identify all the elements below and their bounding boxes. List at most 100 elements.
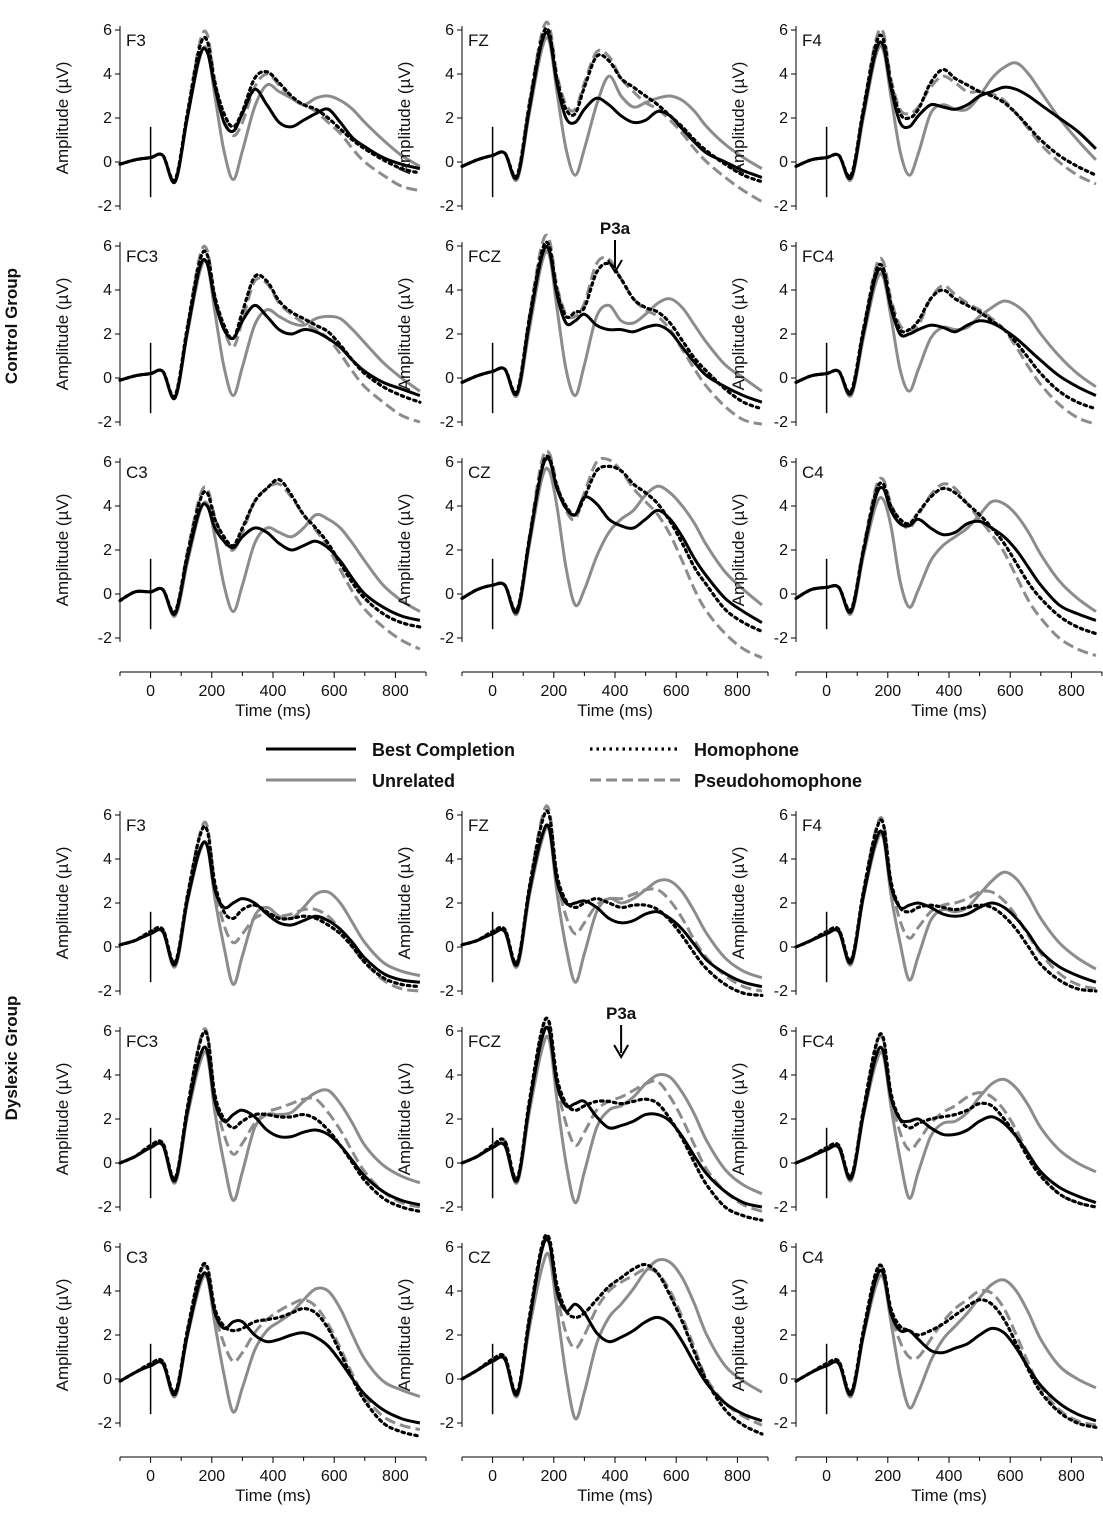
series-pseudo-g0-fc4 [795, 256, 1097, 426]
y-tick-label-g1-c4-0: 0 [779, 1371, 788, 1388]
series-unrelated-g1-f4 [795, 832, 1097, 982]
x-tick-label-g0-cz-200: 200 [540, 683, 567, 700]
y-axis-label-g1-fz: Amplitude (µV) [395, 847, 414, 960]
panel-g1-cz: -2 0 2 4 6 Amplitude (µV) CZ 0 200 400 600 800 Time … [395, 1233, 769, 1505]
y-tick-label-g0-fc3--2: -2 [98, 414, 112, 431]
series-homophone-g0-c4 [794, 481, 1098, 636]
series-best-g0-f4 [795, 40, 1097, 181]
y-tick-label-g1-f3-2: 2 [103, 895, 112, 912]
series-unrelated-g1-cz [461, 1251, 763, 1421]
y-tick-label-g1-fc3--2: -2 [98, 1199, 112, 1216]
x-tick-label-g1-c4-800: 800 [1058, 1468, 1085, 1485]
series-pseudo-g0-cz [461, 449, 763, 660]
panel-g1-c4: -2 0 2 4 6 Amplitude (µV) C4 0 200 400 600 800 Time … [729, 1239, 1103, 1505]
y-axis-label-g1-c3: Amplitude (µV) [53, 1279, 72, 1392]
panel-g1-fc3: -2 0 2 4 6 Amplitude (µV) FC3 [53, 1023, 422, 1216]
x-tick-label-g1-c3-800: 800 [382, 1468, 409, 1485]
x-tick-label-g0-c3-600: 600 [321, 683, 348, 700]
panel-g0-cz: -2 0 2 4 6 Amplitude (µV) CZ 0 200 400 600 800 Time … [395, 449, 769, 720]
series-best-g1-cz [461, 1237, 763, 1423]
electrode-label-g1-cz: CZ [468, 1248, 491, 1267]
y-axis-label-g1-fc4: Amplitude (µV) [729, 1063, 748, 1176]
y-tick-label-g0-f4-0: 0 [779, 154, 788, 171]
x-tick-label-g0-c3-0: 0 [146, 683, 155, 700]
y-tick-label-g0-f3--2: -2 [98, 198, 112, 215]
electrode-label-g1-c4: C4 [802, 1248, 824, 1267]
y-tick-label-g0-cz-2: 2 [445, 542, 454, 559]
electrode-label-g0-fc4: FC4 [802, 247, 834, 266]
x-tick-label-g0-cz-600: 600 [663, 683, 690, 700]
p3a-arrow-head-g1-fcz [613, 1044, 629, 1059]
legend: Best Completion Unrelated Homophone Pseu… [266, 740, 862, 791]
y-tick-label-g0-fcz-0: 0 [445, 370, 454, 387]
y-axis-label-g0-fc4: Amplitude (µV) [729, 278, 748, 391]
group-label-control: Control Group [2, 268, 21, 384]
x-tick-label-g0-c4-0: 0 [822, 683, 831, 700]
electrode-label-g1-fz: FZ [468, 816, 489, 835]
series-best-g1-c3 [119, 1271, 421, 1425]
series-best-g0-fz [461, 31, 763, 181]
series-best-g0-c4 [795, 485, 1097, 622]
series-pseudo-g1-f4 [795, 816, 1097, 991]
y-tick-label-g0-c4--2: -2 [774, 630, 788, 647]
y-tick-label-g1-fc3-2: 2 [103, 1111, 112, 1128]
panels: -2 0 2 4 6 Amplitude (µV) F3 -2 0 2 4 6 Amplitude (µ… [53, 20, 1103, 1505]
series-unrelated-g1-fcz [461, 1034, 763, 1205]
y-tick-label-g0-cz--2: -2 [440, 630, 454, 647]
y-tick-label-g1-cz--2: -2 [440, 1415, 454, 1432]
y-tick-label-g0-f3-4: 4 [103, 66, 112, 83]
y-axis-label-g0-f3: Amplitude (µV) [53, 62, 72, 175]
y-tick-label-g1-c3--2: -2 [98, 1415, 112, 1432]
x-axis-label-g1-c4: Time (ms) [911, 1486, 987, 1505]
electrode-label-g0-c4: C4 [802, 463, 824, 482]
series-pseudo-g0-c3 [119, 482, 421, 651]
x-tick-label-g1-cz-400: 400 [602, 1468, 629, 1485]
y-tick-label-g0-c4-6: 6 [779, 454, 788, 471]
series-homophone-g0-fc4 [794, 262, 1098, 411]
legend-label-best: Best Completion [372, 740, 515, 760]
panel-g1-fz: -2 0 2 4 6 Amplitude (µV) FZ [395, 804, 764, 1000]
y-tick-label-g0-c4-2: 2 [779, 542, 788, 559]
y-tick-label-g0-fz-6: 6 [445, 22, 454, 39]
y-tick-label-g0-c3-4: 4 [103, 498, 112, 515]
y-tick-label-g1-fz-4: 4 [445, 851, 454, 868]
y-tick-label-g0-fc4--2: -2 [774, 414, 788, 431]
x-tick-label-g1-c4-600: 600 [997, 1468, 1024, 1485]
y-tick-label-g0-c4-4: 4 [779, 498, 788, 515]
electrode-label-g0-c3: C3 [126, 463, 148, 482]
electrode-label-g0-fc3: FC3 [126, 247, 158, 266]
series-pseudo-g1-c4 [795, 1264, 1097, 1427]
y-tick-label-g1-f3-0: 0 [103, 939, 112, 956]
series-unrelated-g1-fz [461, 825, 763, 984]
legend-label-unrelated: Unrelated [372, 771, 455, 791]
series-pseudo-g0-fc3 [119, 244, 421, 424]
y-tick-label-g0-fcz-2: 2 [445, 326, 454, 343]
y-tick-label-g1-fcz-4: 4 [445, 1067, 454, 1084]
electrode-label-g1-c3: C3 [126, 1248, 148, 1267]
x-tick-label-g1-cz-0: 0 [488, 1468, 497, 1485]
series-best-g1-fcz [461, 1025, 763, 1209]
series-best-g1-c4 [795, 1268, 1097, 1423]
panel-g0-f4: -2 0 2 4 6 Amplitude (µV) F4 [729, 22, 1098, 215]
y-tick-label-g0-f4-4: 4 [779, 66, 788, 83]
y-tick-label-g0-fc3-6: 6 [103, 238, 112, 255]
y-tick-label-g1-c4--2: -2 [774, 1415, 788, 1432]
series-best-g0-cz [461, 456, 763, 624]
panel-g0-c3: -2 0 2 4 6 Amplitude (µV) C3 0 200 400 600 800 Time … [53, 454, 427, 720]
series-homophone-g1-c4 [794, 1263, 1098, 1429]
panel-g0-fz: -2 0 2 4 6 Amplitude (µV) FZ [395, 20, 764, 215]
y-tick-label-g0-fc4-4: 4 [779, 282, 788, 299]
x-tick-label-g1-c3-200: 200 [198, 1468, 225, 1485]
y-tick-label-g1-fc4--2: -2 [774, 1199, 788, 1216]
y-tick-label-g1-c4-2: 2 [779, 1327, 788, 1344]
y-tick-label-g1-cz-4: 4 [445, 1283, 454, 1300]
electrode-label-g1-f4: F4 [802, 816, 822, 835]
y-tick-label-g0-f4-2: 2 [779, 110, 788, 127]
y-tick-label-g1-fc4-0: 0 [779, 1155, 788, 1172]
panel-g0-f3: -2 0 2 4 6 Amplitude (µV) F3 [53, 22, 422, 215]
x-tick-label-g0-c4-200: 200 [874, 683, 901, 700]
x-tick-label-g0-cz-0: 0 [488, 683, 497, 700]
y-tick-label-g0-c3-2: 2 [103, 542, 112, 559]
series-best-g0-fc4 [795, 267, 1097, 397]
x-tick-label-g0-c3-800: 800 [382, 683, 409, 700]
